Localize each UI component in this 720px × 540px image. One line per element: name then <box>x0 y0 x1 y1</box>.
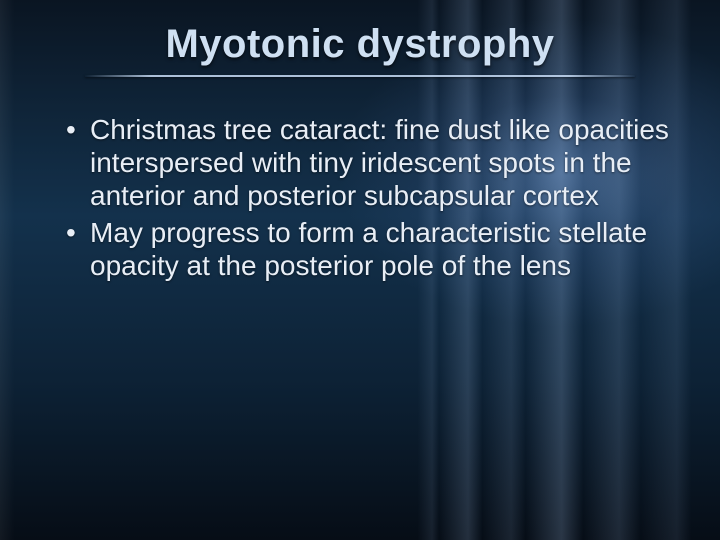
bullet-item: May progress to form a characteristic st… <box>62 216 672 282</box>
title-underline <box>85 75 634 77</box>
bullet-item: Christmas tree cataract: fine dust like … <box>62 113 672 212</box>
slide-title: Myotonic dystrophy <box>48 22 672 67</box>
slide-container: Myotonic dystrophy Christmas tree catara… <box>0 0 720 540</box>
bullet-list: Christmas tree cataract: fine dust like … <box>62 113 672 282</box>
slide-body: Christmas tree cataract: fine dust like … <box>48 113 672 282</box>
